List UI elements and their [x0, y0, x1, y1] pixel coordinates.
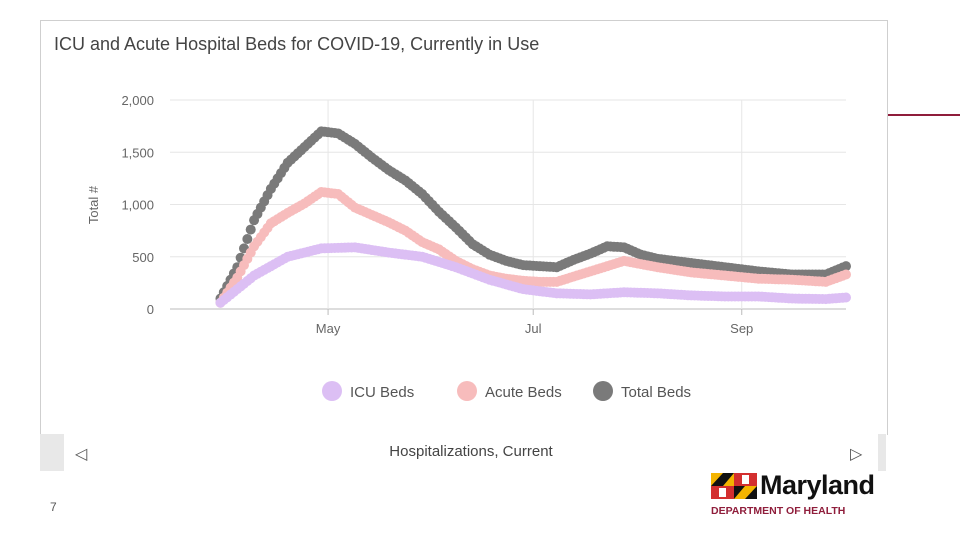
logo-name: Maryland [760, 470, 875, 500]
point-total-beds [262, 190, 273, 201]
legend-marker-total-beds[interactable] [593, 381, 613, 401]
point-total-beds [430, 203, 441, 214]
x-tick-label: May [316, 321, 341, 336]
y-tick-label: 1,500 [121, 145, 154, 160]
y-tick-label: 0 [147, 302, 154, 317]
y-axis-label: Total # [86, 185, 101, 224]
point-total-beds [245, 224, 256, 235]
series-total-beds [215, 126, 851, 304]
legend-label-total-beds[interactable]: Total Beds [621, 384, 691, 401]
legend-marker-icu-beds[interactable] [322, 381, 342, 401]
point-icu-beds [837, 292, 848, 303]
point-total-beds [242, 233, 253, 244]
accent-line [888, 114, 960, 116]
chevron-left-icon[interactable]: ◁ [75, 446, 88, 463]
point-total-beds [363, 149, 374, 160]
point-total-beds [413, 186, 424, 197]
point-total-beds [296, 145, 307, 156]
bottom-bar-label: Hospitalizations, Current [389, 443, 553, 460]
series-acute-beds [215, 186, 851, 308]
point-acute-beds [837, 270, 848, 281]
legend-label-acute-beds[interactable]: Acute Beds [485, 384, 562, 401]
maryland-flag-icon [711, 473, 757, 499]
maryland-logo: Maryland DEPARTMENT OF HEALTH [711, 470, 901, 520]
x-tick-label: Sep [730, 321, 753, 336]
x-tick-label: Jul [525, 321, 542, 336]
slide-number: 7 [50, 500, 57, 514]
chart-panel [40, 20, 888, 435]
bottom-label-area [64, 434, 878, 471]
logo-department: DEPARTMENT OF HEALTH [711, 505, 846, 517]
y-tick-label: 2,000 [121, 93, 154, 108]
point-total-beds [279, 162, 290, 173]
point-acute-beds [262, 222, 273, 233]
y-tick-label: 500 [132, 250, 154, 265]
point-acute-beds [245, 247, 256, 258]
point-total-beds [464, 235, 475, 246]
legend-label-icu-beds[interactable]: ICU Beds [350, 384, 414, 401]
legend-marker-acute-beds[interactable] [457, 381, 477, 401]
point-total-beds [447, 219, 458, 230]
series-icu-beds [215, 242, 851, 308]
chevron-right-icon[interactable]: ▷ [850, 446, 863, 463]
chart-title: ICU and Acute Hospital Beds for COVID-19… [54, 34, 540, 54]
y-tick-label: 1,000 [121, 198, 154, 213]
